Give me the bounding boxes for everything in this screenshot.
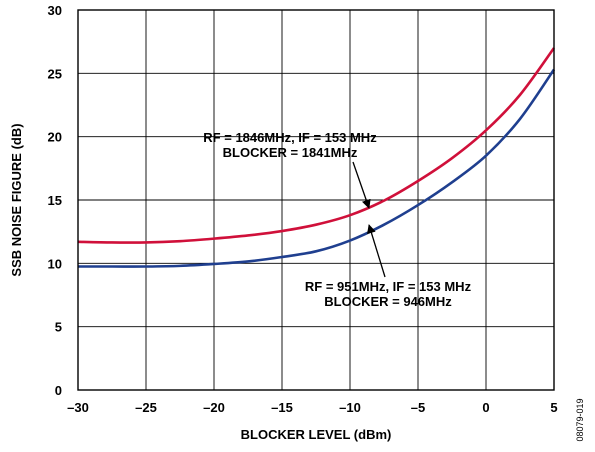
x-axis-title: BLOCKER LEVEL (dBm) bbox=[241, 427, 392, 442]
y-tick-label: 15 bbox=[48, 193, 62, 208]
annotation-red-line-1: RF = 1846MHz, IF = 153 MHz bbox=[203, 130, 377, 145]
y-tick-label: 5 bbox=[55, 320, 62, 335]
series-line-red bbox=[77, 47, 556, 244]
y-axis-title: SSB NOISE FIGURE (dB) bbox=[9, 123, 24, 276]
annotation-red-series: RF = 1846MHz, IF = 153 MHz BLOCKER = 184… bbox=[203, 130, 377, 209]
y-tick-labels: 0 5 10 15 20 25 30 bbox=[48, 3, 62, 398]
x-tick-labels: –30 –25 –20 –15 –10 –5 0 5 bbox=[67, 400, 557, 415]
x-tick-label: –25 bbox=[135, 400, 157, 415]
figure-id: 08079-019 bbox=[575, 398, 585, 441]
plot-frame bbox=[77, 9, 555, 391]
x-tick-label: –20 bbox=[203, 400, 225, 415]
annotation-blue-line-1: RF = 951MHz, IF = 153 MHz bbox=[305, 279, 472, 294]
y-tick-label: 10 bbox=[48, 256, 62, 271]
x-tick-label: 0 bbox=[482, 400, 489, 415]
x-tick-label: –10 bbox=[339, 400, 361, 415]
x-tick-label: –5 bbox=[411, 400, 425, 415]
y-tick-label: 0 bbox=[55, 383, 62, 398]
series-line-blue bbox=[78, 68, 556, 268]
x-tick-label: –15 bbox=[271, 400, 293, 415]
annotation-red-line-2: BLOCKER = 1841MHz bbox=[223, 145, 358, 160]
annotation-blue-arrow bbox=[367, 224, 386, 278]
grid-lines bbox=[77, 9, 555, 391]
annotation-blue-line-2: BLOCKER = 946MHz bbox=[324, 294, 452, 309]
y-tick-label: 30 bbox=[48, 3, 62, 18]
y-tick-label: 25 bbox=[48, 66, 62, 81]
x-tick-label: –30 bbox=[67, 400, 89, 415]
y-tick-label: 20 bbox=[48, 130, 62, 145]
annotation-red-arrow bbox=[352, 161, 371, 209]
x-tick-label: 5 bbox=[550, 400, 557, 415]
series-layer bbox=[77, 47, 556, 268]
annotation-blue-series: RF = 951MHz, IF = 153 MHz BLOCKER = 946M… bbox=[305, 224, 472, 309]
